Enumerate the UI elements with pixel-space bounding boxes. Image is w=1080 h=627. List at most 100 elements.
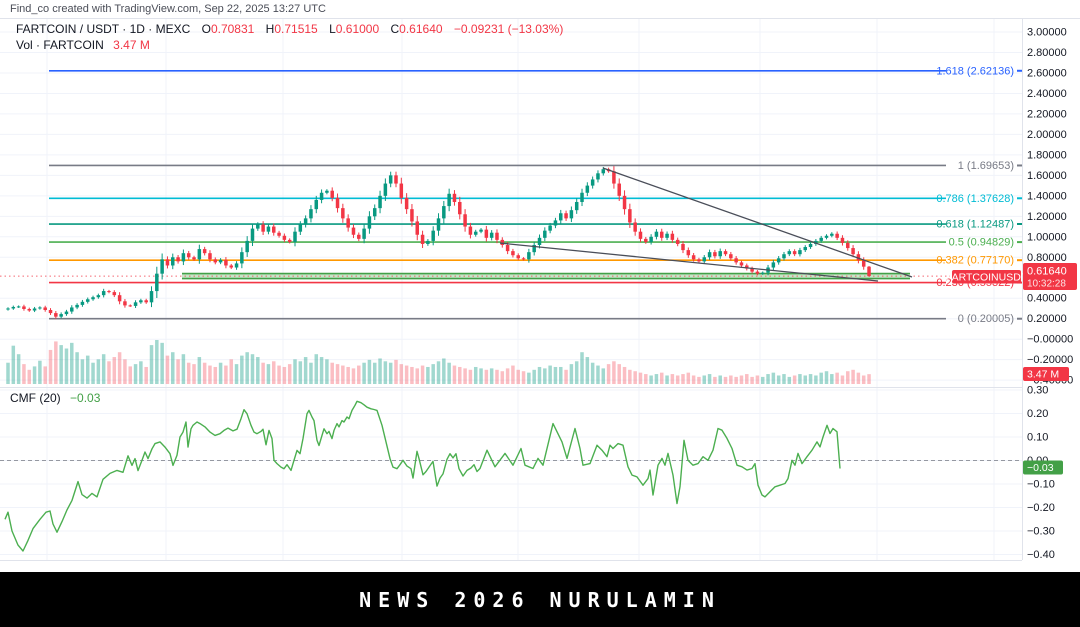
volume-bar — [729, 375, 733, 384]
volume-bar — [54, 341, 58, 384]
candle-body — [218, 259, 223, 263]
volume-bar — [171, 352, 175, 384]
volume-legend[interactable]: Vol · FARTCOIN 3.47 M — [16, 38, 150, 52]
volume-bar — [75, 352, 79, 384]
candle-body — [782, 254, 786, 259]
candle-body — [665, 233, 669, 238]
volume-bar — [745, 374, 749, 384]
candle-body — [819, 237, 823, 241]
candle-body — [787, 251, 792, 255]
volume-label: Vol · FARTCOIN — [16, 38, 104, 52]
price-scale[interactable]: 3.00000 2.80000 2.60000 2.40000 2.20000 2.000… — [1022, 19, 1080, 572]
volume-bar — [484, 369, 489, 384]
open-value: 0.70831 — [210, 22, 255, 36]
candle-body — [543, 230, 547, 238]
symbol-badge — [952, 270, 1021, 284]
chart-canvas[interactable]: 1.618 (2.62136) 1 (1.69653) 0.786 (1.37628… — [0, 0, 1080, 572]
price-tick-label: −0.20000 — [1027, 354, 1073, 366]
candle-body — [426, 240, 430, 244]
volume-bar — [691, 375, 696, 384]
volume-bar — [160, 342, 164, 384]
candle-body — [431, 230, 435, 241]
volume-bar — [548, 365, 552, 384]
candle-body — [197, 249, 202, 260]
fib-label: 0.618 (1.12487) — [936, 219, 1014, 231]
candle-body — [830, 233, 834, 236]
volume-bar — [11, 345, 16, 384]
symbol-legend[interactable]: FARTCOIN / USDT · 1D · MEXC O0.70831 H0.… — [16, 22, 563, 36]
candle-body — [675, 239, 680, 244]
fib-retracement[interactable]: 1.618 (2.62136) 1 (1.69653) 0.786 (1.37628… — [49, 65, 1022, 325]
candle-body — [383, 183, 388, 196]
candle-body — [824, 235, 829, 238]
support-band[interactable] — [182, 272, 910, 280]
volume-bar — [452, 365, 457, 384]
volume-bar — [112, 357, 117, 384]
candle-body — [298, 224, 303, 232]
candle-body — [48, 310, 53, 314]
cmf-tick-label: −0.40 — [1027, 549, 1055, 561]
volume-bar — [638, 372, 643, 384]
volume-bar — [702, 375, 707, 384]
cmf-legend[interactable]: CMF (20) −0.03 — [10, 391, 100, 405]
volume-bar — [755, 375, 760, 384]
candle-body — [192, 257, 196, 260]
volume-bar — [479, 368, 483, 384]
candle-body — [303, 218, 308, 225]
candle-body — [181, 253, 186, 262]
candle-body — [532, 244, 536, 253]
volume-bar — [70, 342, 74, 384]
candle-body — [139, 300, 143, 303]
volume-bar — [489, 368, 494, 384]
candle-body — [202, 249, 207, 254]
candle-body — [112, 292, 117, 296]
candle-body — [38, 307, 42, 309]
volume-bar — [91, 362, 95, 384]
volume-bar — [319, 357, 324, 384]
price-tick-label: 2.00000 — [1027, 129, 1067, 141]
volume-bar — [394, 359, 398, 384]
price-badge-bg — [1023, 263, 1077, 290]
candle-body — [32, 308, 37, 311]
candles — [6, 166, 871, 319]
volume-bar — [261, 362, 265, 384]
candle-body — [718, 251, 722, 257]
fib-label: 1 (1.69653) — [958, 160, 1014, 172]
trendline[interactable] — [499, 242, 879, 282]
volume-bar — [665, 375, 669, 384]
volume-bar — [686, 372, 691, 384]
trendline[interactable] — [602, 167, 913, 278]
volume-bar — [27, 369, 32, 384]
volume-bar — [59, 345, 63, 384]
candle-body — [11, 306, 16, 309]
symbol-title: FARTCOIN / USDT · 1D · MEXC — [16, 22, 191, 36]
cmf-label: CMF (20) — [10, 391, 61, 405]
candle-body — [208, 253, 212, 260]
volume-bar — [760, 376, 765, 384]
candle-body — [165, 259, 170, 266]
volume-bar — [362, 362, 366, 384]
volume-bar — [234, 364, 239, 384]
volume-bar — [48, 349, 53, 384]
cmf-tick-label: 0.10 — [1027, 432, 1048, 444]
candle-body — [867, 266, 871, 277]
volume-bar — [192, 364, 196, 384]
volume-bar — [335, 364, 340, 384]
volume-bar — [808, 374, 813, 384]
change-value: −0.09231 (−13.03%) — [453, 22, 564, 36]
candle-body — [420, 234, 425, 244]
candle-body — [739, 262, 744, 266]
candle-body — [559, 213, 563, 221]
candle-body — [101, 291, 106, 296]
candle-body — [702, 257, 707, 262]
volume-bar — [463, 368, 467, 384]
volume-bar — [218, 362, 223, 384]
candle-body — [176, 257, 180, 262]
candle-body — [697, 259, 701, 262]
volume-bar — [861, 375, 866, 384]
candle-body — [569, 210, 574, 219]
candle-body — [590, 179, 595, 186]
price-tick-label: 1.60000 — [1027, 170, 1067, 182]
volume-bar — [606, 364, 611, 384]
